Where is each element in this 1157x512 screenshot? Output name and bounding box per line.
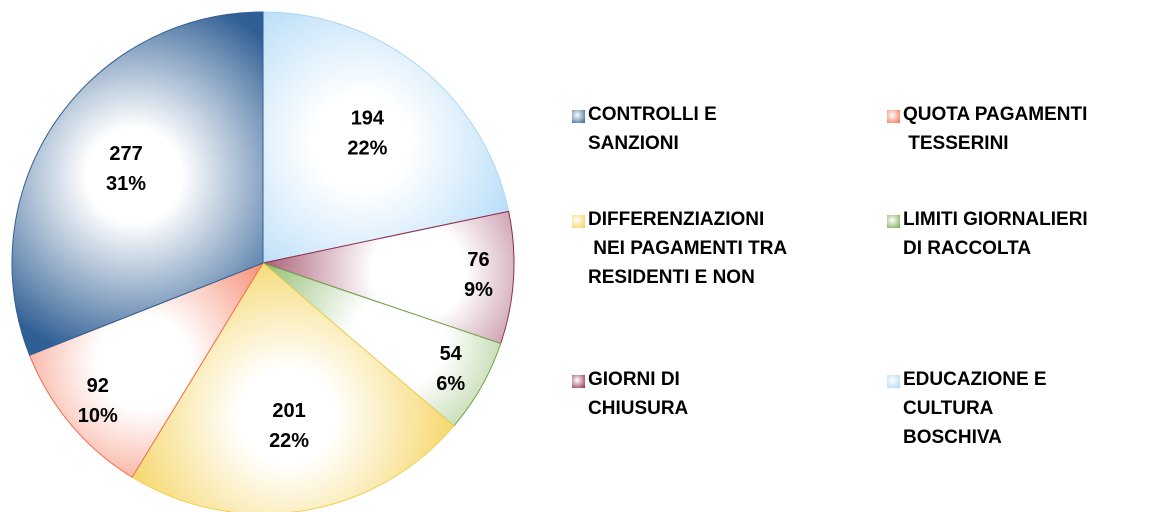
data-label: 76	[467, 249, 489, 271]
legend-swatch	[887, 215, 900, 228]
data-label: 194	[351, 108, 385, 130]
data-label-percent: 31%	[106, 173, 146, 195]
legend-label: CONTROLLI E SANZIONI	[588, 104, 717, 154]
legend-swatch	[572, 375, 585, 388]
legend-label: LIMITI GIORNALIERI DI RACCOLTA	[903, 209, 1088, 259]
data-label-percent: 9%	[464, 279, 493, 301]
data-label: 92	[87, 375, 109, 397]
data-label-percent: 22%	[347, 138, 387, 160]
pie-slice	[262, 11, 510, 264]
data-label-percent: 10%	[78, 405, 118, 427]
legend-swatch	[572, 215, 585, 228]
data-label: 277	[109, 143, 142, 165]
legend-swatch	[887, 375, 900, 388]
pie-slice	[131, 262, 455, 512]
data-label: 54	[440, 343, 463, 365]
pie-slice	[28, 261, 265, 478]
legend-label: QUOTA PAGAMENTI TESSERINI	[903, 104, 1088, 154]
data-label: 201	[272, 400, 305, 422]
legend-swatch	[572, 110, 585, 123]
legend-label: GIORNI DI CHIUSURA	[588, 369, 689, 419]
data-label-percent: 22%	[269, 430, 309, 452]
legend-label: DIFFERENZIAZIONI NEI PAGAMENTI TRA RESID…	[588, 209, 788, 288]
pie-slice	[261, 210, 515, 345]
legend-swatch	[887, 110, 900, 123]
pie-slice	[11, 11, 264, 356]
legend-label: EDUCAZIONE E CULTURA BOSCHIVA	[903, 369, 1047, 448]
data-label-percent: 6%	[436, 373, 465, 395]
